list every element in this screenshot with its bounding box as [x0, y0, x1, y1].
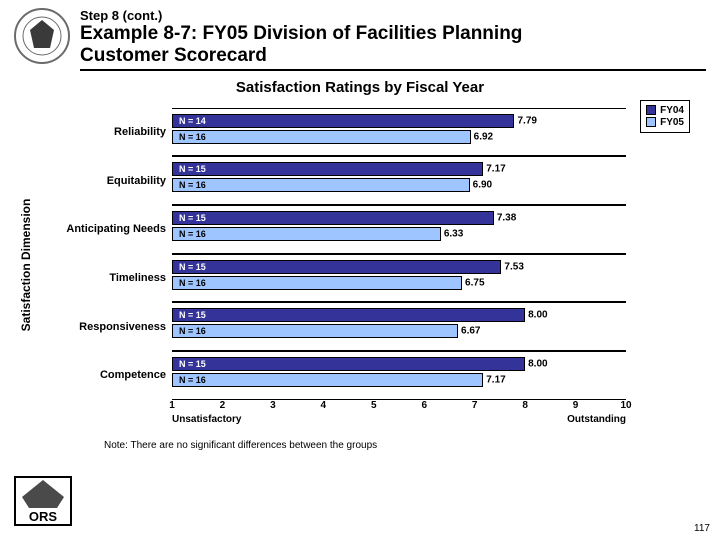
y-axis-label: Satisfaction Dimension	[19, 198, 33, 331]
step-line: Step 8 (cont.)	[80, 8, 706, 23]
bar-value-label: 6.90	[469, 180, 492, 191]
category-responsiveness: ResponsivenessN = 158.00N = 166.67	[172, 302, 626, 351]
bar-n-label: N = 16	[179, 180, 206, 190]
bar-fy04: N = 158.00	[172, 308, 525, 322]
x-anchor-left: Unsatisfactory	[172, 414, 241, 425]
bar-value-label: 7.38	[493, 213, 516, 224]
category-label: Equitability	[34, 175, 172, 187]
bar-fy04: N = 157.53	[172, 260, 501, 274]
bar-value-label: 8.00	[524, 310, 547, 321]
bar-n-label: N = 16	[179, 229, 206, 239]
x-tick: 10	[620, 400, 631, 411]
bar-fy04: N = 157.17	[172, 162, 483, 176]
bar-fy05: N = 166.90	[172, 178, 470, 192]
x-tick: 1	[169, 400, 175, 411]
category-label: Timeliness	[34, 272, 172, 284]
bar-fy05: N = 166.75	[172, 276, 462, 290]
bar-n-label: N = 15	[179, 213, 206, 223]
bar-value-label: 6.67	[457, 326, 480, 337]
x-tick: 2	[220, 400, 226, 411]
x-tick: 3	[270, 400, 276, 411]
category-label: Reliability	[34, 126, 172, 138]
page-number: 117	[694, 523, 710, 534]
category-label: Anticipating Needs	[34, 223, 172, 235]
bar-value-label: 6.92	[470, 131, 493, 142]
bar-value-label: 6.75	[461, 277, 484, 288]
x-tick: 4	[321, 400, 327, 411]
bar-n-label: N = 16	[179, 375, 206, 385]
bar-n-label: N = 15	[179, 164, 206, 174]
nih-logo	[14, 8, 70, 64]
x-anchor-right: Outstanding	[567, 414, 626, 425]
category-label: Competence	[34, 369, 172, 381]
bar-value-label: 7.17	[482, 164, 505, 175]
bar-value-label: 6.33	[440, 229, 463, 240]
main-title-2: Customer Scorecard	[80, 45, 706, 67]
main-title-1: Example 8-7: FY05 Division of Facilities…	[80, 23, 706, 45]
legend-swatch-fy05	[646, 117, 656, 127]
legend-label-fy05: FY05	[660, 117, 684, 128]
category-reliability: ReliabilityN = 147.79N = 166.92	[172, 108, 626, 157]
bar-fy04: N = 157.38	[172, 211, 494, 225]
category-anticipating-needs: Anticipating NeedsN = 157.38N = 166.33	[172, 205, 626, 254]
ors-logo: ORS	[14, 476, 72, 526]
x-tick: 5	[371, 400, 377, 411]
title-block: Step 8 (cont.) Example 8-7: FY05 Divisio…	[80, 8, 706, 71]
x-tick: 8	[522, 400, 528, 411]
bar-fy05: N = 166.92	[172, 130, 471, 144]
category-timeliness: TimelinessN = 157.53N = 166.75	[172, 254, 626, 303]
legend-label-fy04: FY04	[660, 105, 684, 116]
chart: Satisfaction Dimension FY04 FY05 Reliabi…	[32, 100, 696, 430]
bar-value-label: 8.00	[524, 359, 547, 370]
bar-value-label: 7.53	[500, 261, 523, 272]
bar-fy04: N = 147.79	[172, 114, 514, 128]
bar-n-label: N = 15	[179, 262, 206, 272]
bar-n-label: N = 16	[179, 132, 206, 142]
x-axis: Unsatisfactory Outstanding 12345678910	[172, 400, 626, 430]
bar-value-label: 7.17	[482, 375, 505, 386]
bar-fy05: N = 167.17	[172, 373, 483, 387]
svg-text:ORS: ORS	[29, 509, 58, 524]
plot-area: ReliabilityN = 147.79N = 166.92Equitabil…	[172, 108, 626, 400]
bar-n-label: N = 16	[179, 278, 206, 288]
category-equitability: EquitabilityN = 157.17N = 166.90	[172, 156, 626, 205]
bar-fy04: N = 158.00	[172, 357, 525, 371]
x-tick: 9	[573, 400, 579, 411]
bar-value-label: 7.79	[513, 115, 536, 126]
legend: FY04 FY05	[640, 100, 690, 133]
bar-fy05: N = 166.67	[172, 324, 458, 338]
legend-swatch-fy04	[646, 105, 656, 115]
x-tick: 6	[421, 400, 427, 411]
bar-n-label: N = 15	[179, 359, 206, 369]
bar-fy05: N = 166.33	[172, 227, 441, 241]
bar-n-label: N = 16	[179, 326, 206, 336]
bar-n-label: N = 15	[179, 310, 206, 320]
category-label: Responsiveness	[34, 321, 172, 333]
x-tick: 7	[472, 400, 478, 411]
chart-title: Satisfaction Ratings by Fiscal Year	[14, 79, 706, 96]
footer-note: Note: There are no significant differenc…	[104, 440, 706, 451]
category-competence: CompetenceN = 158.00N = 167.17	[172, 351, 626, 400]
bar-n-label: N = 14	[179, 116, 206, 126]
